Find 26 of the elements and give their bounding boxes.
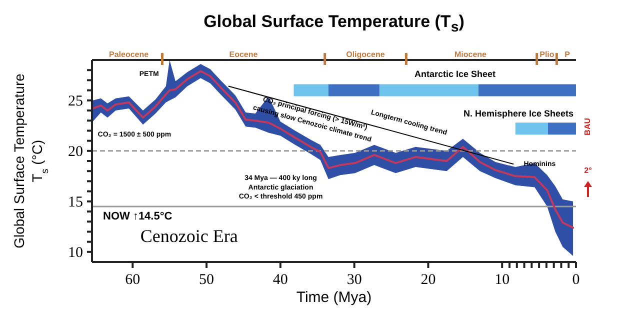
y-tick-label: 20 [68, 144, 83, 160]
x-axis-title: Time (Mya) [296, 289, 372, 306]
annotation: N. Hemisphere Ice Sheets [464, 108, 574, 119]
text: Eocene [229, 50, 258, 59]
ref-line-label: NOW ↑14.5°C [103, 210, 172, 222]
y-tick-label: 25 [68, 93, 83, 110]
text: 2° [584, 166, 592, 176]
text: Oligocene [346, 50, 386, 59]
x-tick-label: 30 [346, 272, 362, 288]
text: Paleocene [108, 50, 150, 59]
x-tick-label: 10 [494, 272, 510, 288]
text: BAU [583, 118, 592, 136]
x-tick-label: 20 [420, 272, 436, 288]
x-tick-label: 40 [272, 272, 288, 288]
text: P [564, 50, 571, 59]
annotation: Antarctic Ice Sheet [414, 70, 496, 80]
annotation: Cenozoic Era [140, 226, 238, 246]
y-tick-label: 10 [68, 244, 83, 261]
x-tick-label: 0 [572, 272, 580, 288]
x-tick-label: 60 [125, 272, 140, 288]
text: Miocene [454, 50, 488, 59]
text: Plio [540, 50, 554, 59]
y-tick-label: 15 [68, 194, 83, 210]
chart-title: Global Surface Temperature (T$_{s}$) [202, 12, 466, 36]
line-series [92, 70, 574, 229]
x-tick-label: 50 [199, 272, 214, 288]
